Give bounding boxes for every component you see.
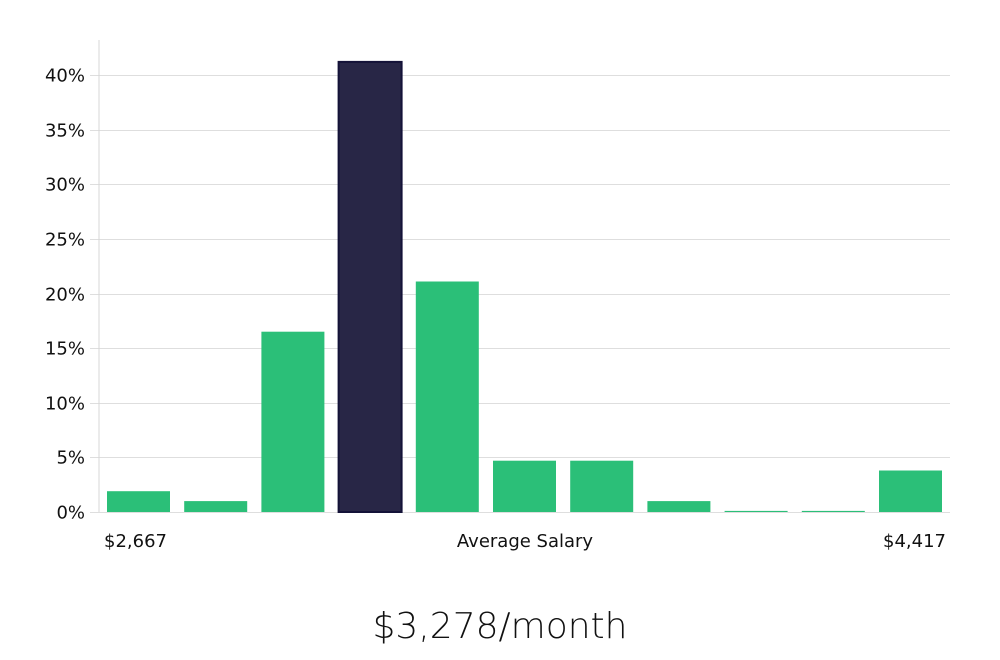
histogram-bar — [184, 501, 248, 512]
grid-lines — [90, 75, 950, 513]
y-tick-label: 5% — [56, 448, 85, 469]
x-axis-max-label: $4,417 — [883, 531, 946, 552]
average-salary-headline: $3,278/month — [372, 606, 628, 647]
y-tick-label: 10% — [45, 394, 85, 415]
y-tick-label: 40% — [45, 66, 85, 87]
histogram-bar — [647, 501, 711, 512]
y-tick-label: 35% — [45, 121, 85, 142]
histogram-bar — [261, 331, 325, 512]
histogram-bar — [107, 491, 170, 512]
x-axis-title: Average Salary — [457, 531, 594, 552]
histogram-bar — [570, 460, 634, 512]
y-tick-label: 20% — [45, 285, 85, 306]
histogram-bar — [493, 460, 556, 512]
y-tick-label: 0% — [56, 503, 85, 524]
histogram-bar — [724, 510, 788, 512]
histogram-bar — [801, 510, 865, 512]
histogram-bar — [879, 470, 942, 512]
x-axis-min-label: $2,667 — [104, 531, 167, 552]
y-tick-label: 15% — [45, 339, 85, 360]
salary-distribution-chart: 0% 5% 10% 15% 20% 25% 30% 35% 40% $2,667 Average… — [45, 40, 950, 552]
histogram-bar-highlighted — [337, 60, 403, 514]
y-axis-ticks: 0% 5% 10% 15% 20% 25% 30% 35% 40% — [45, 66, 85, 524]
y-tick-label: 30% — [45, 175, 85, 196]
y-tick-label: 25% — [45, 230, 85, 251]
histogram-bar — [415, 281, 479, 512]
histogram-bars — [107, 60, 942, 514]
